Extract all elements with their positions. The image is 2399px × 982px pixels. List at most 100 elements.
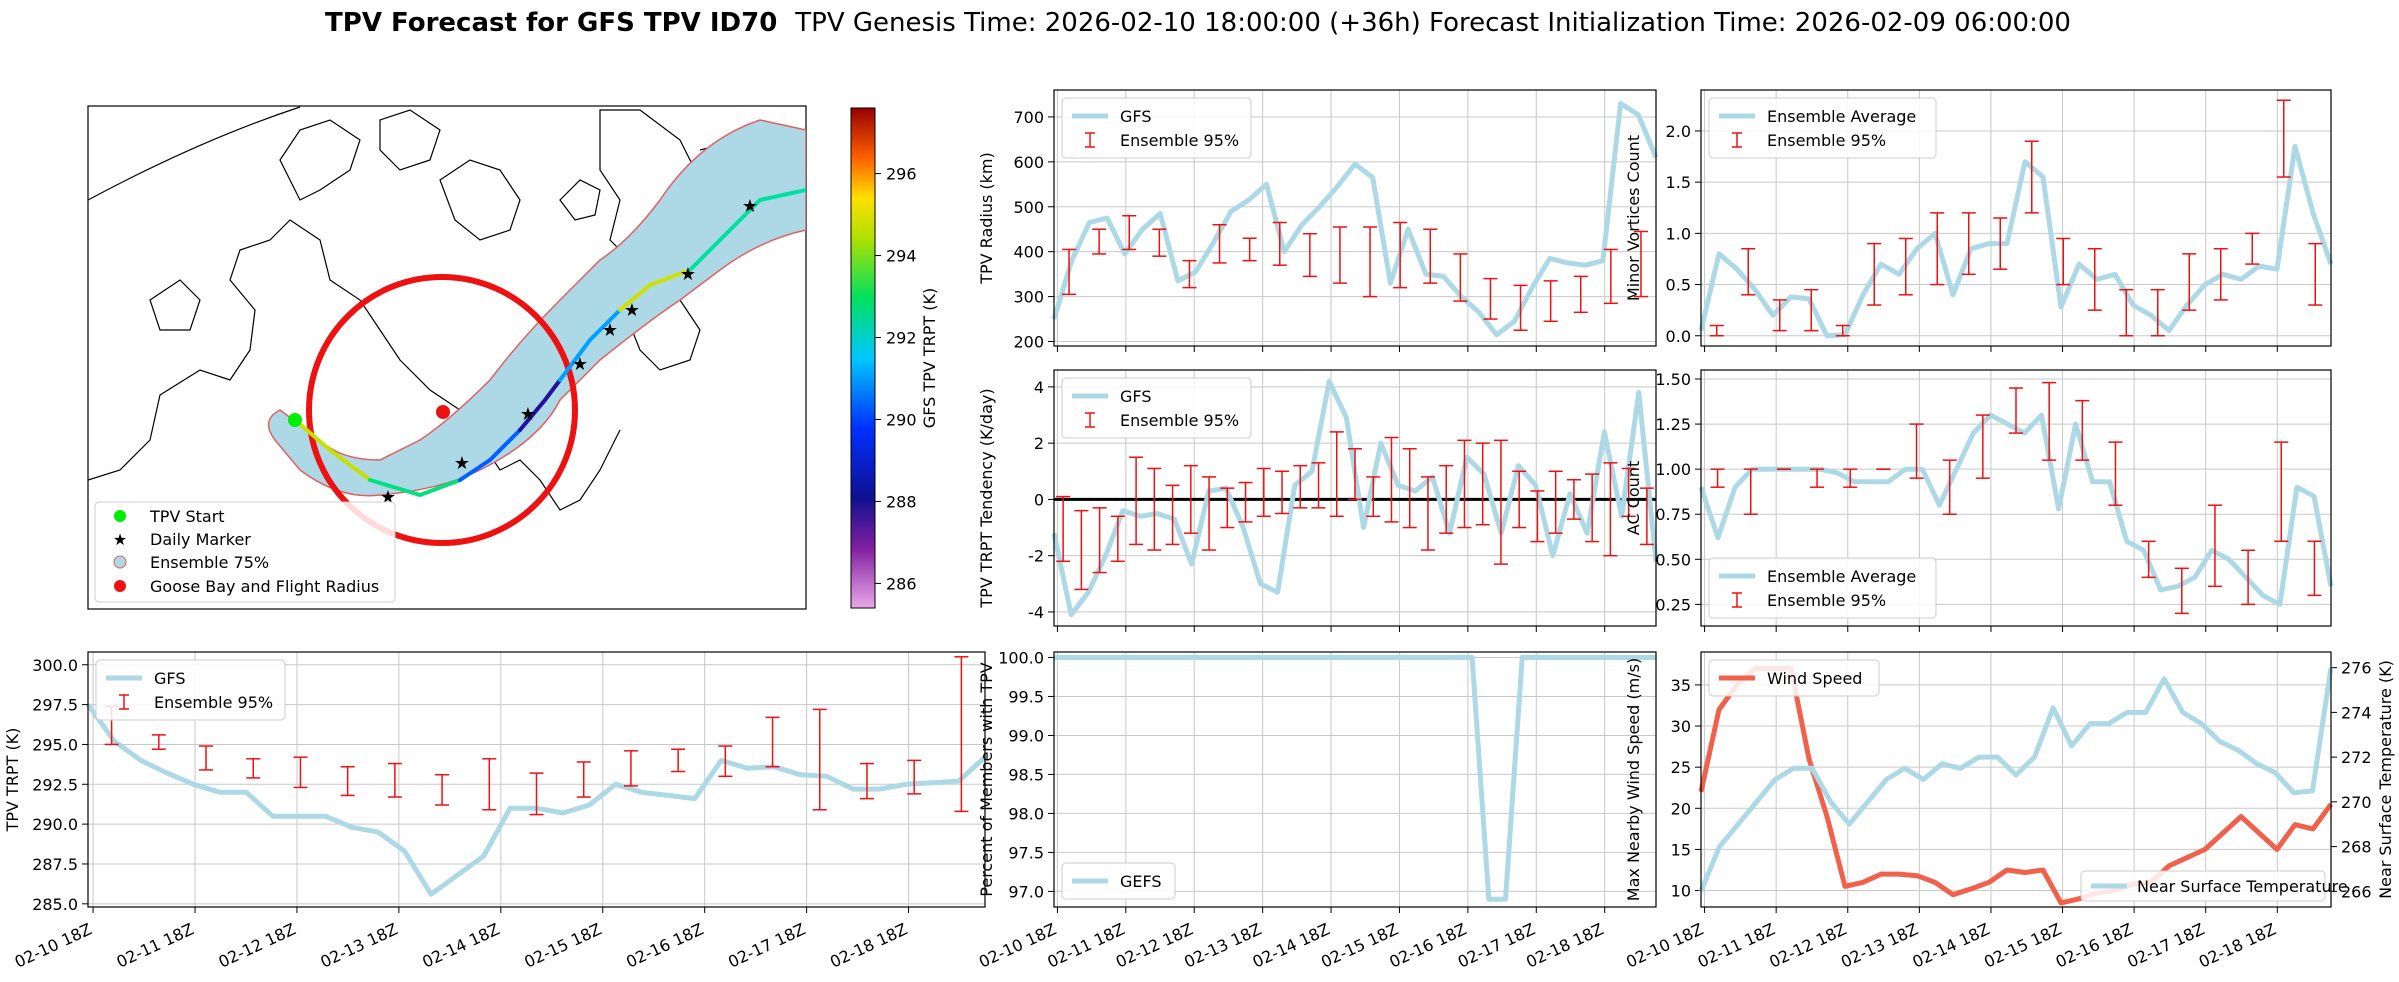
- error-bar: [199, 745, 214, 771]
- y-tick-label: 290.0: [32, 815, 78, 834]
- legend-label: Ensemble 95%: [154, 693, 273, 712]
- map-legend: TPV Start ★ Daily Marker Ensemble 75% Go…: [94, 501, 396, 603]
- error-bar: [1152, 228, 1167, 257]
- legend-box: [2080, 870, 2326, 902]
- error-bar: [1543, 280, 1558, 323]
- error-bar: [2024, 140, 2039, 214]
- error-bar: [1329, 431, 1344, 518]
- colorbar-tick-label: 296: [886, 165, 917, 184]
- y-tick-label: 99.0: [1008, 726, 1044, 745]
- x-tick-label: 02-11 18Z: [1044, 919, 1127, 971]
- error-bar: [1493, 439, 1508, 565]
- y-axis-label: Minor Vortices Count: [1624, 135, 1643, 301]
- error-bar: [2119, 288, 2134, 337]
- error-bar: [1074, 509, 1089, 591]
- y-tick-label: 0.5: [1666, 276, 1691, 295]
- error-bar: [2174, 567, 2189, 615]
- error-bar: [1439, 464, 1454, 534]
- y-tick-label: 98.5: [1008, 765, 1044, 784]
- legend: Ensemble Average Ensemble 95%: [1708, 97, 1937, 159]
- x-tick-label: 02-14 18Z: [1909, 919, 1992, 971]
- error-bar: [623, 750, 638, 787]
- y-tick-label: 0.75: [1655, 505, 1691, 524]
- plot-frame: [1700, 89, 2332, 347]
- map-content: ★ ★ ★ ★ ★ ★ ★ ★: [88, 106, 806, 546]
- legend-label: GFS: [1120, 387, 1151, 406]
- error-bar: [1311, 462, 1326, 509]
- error-bar: [2150, 288, 2165, 337]
- y-tick-label: 99.5: [1008, 687, 1044, 706]
- error-bar: [1122, 215, 1137, 251]
- y-axis-label: Percent of Members with TPV: [977, 662, 996, 896]
- legend-label: Ensemble Average: [1767, 107, 1916, 126]
- error-bar: [1548, 470, 1563, 534]
- y-tick-label: 297.5: [32, 696, 78, 715]
- error-bar: [812, 708, 827, 811]
- legend-box: [1061, 862, 1176, 900]
- error-bar: [576, 761, 591, 798]
- y-axis-label: TPV TRPT (K): [3, 728, 22, 833]
- svg-text:★: ★: [602, 320, 618, 341]
- colorbar-tick-label: 288: [886, 492, 917, 511]
- error-bar: [1256, 467, 1271, 518]
- error-bar: [1366, 476, 1381, 518]
- error-bar: [1475, 442, 1490, 526]
- y-tick-label: 400: [1013, 243, 1044, 262]
- error-bar: [1772, 299, 1787, 332]
- x-tick-label: 02-16 18Z: [2053, 919, 2136, 971]
- legend-label: GEFS: [1120, 872, 1162, 891]
- legend: GEFS: [1061, 862, 1176, 900]
- error-bar: [2042, 381, 2057, 461]
- legend-label: Ensemble 95%: [1767, 131, 1886, 150]
- legend: GFS Ensemble 95%: [1061, 377, 1252, 439]
- error-bar: [246, 758, 261, 779]
- error-bar: [340, 766, 355, 797]
- error-bar: [1483, 277, 1498, 320]
- error-bar: [2009, 387, 2023, 434]
- x-tick-label: 02-18 18Z: [2196, 919, 2279, 971]
- error-bar: [1835, 324, 1850, 337]
- x-tick-label: 02-16 18Z: [623, 919, 706, 971]
- error-bar: [2207, 504, 2222, 588]
- svg-text:★: ★: [454, 453, 470, 474]
- y-right-tick-label: 276: [2341, 659, 2372, 678]
- x-tick-label: 02-16 18Z: [1386, 919, 1469, 971]
- legend-box: [1061, 97, 1252, 159]
- y-tick-label: 295.0: [32, 735, 78, 754]
- y-tick-label: 285.0: [32, 895, 78, 914]
- error-bar: [1062, 248, 1077, 296]
- error-bar: [1843, 468, 1858, 488]
- x-tick-label: 02-13 18Z: [1181, 919, 1264, 971]
- plot-frame: [1053, 651, 1657, 908]
- y-tick-label: 500: [1013, 198, 1044, 217]
- error-bar: [2308, 242, 2323, 306]
- error-bar: [1220, 487, 1235, 529]
- y-tick-label: 97.5: [1008, 843, 1044, 862]
- error-bar: [2108, 441, 2123, 506]
- error-bar: [1961, 212, 1976, 276]
- y-tick-label: 98.0: [1008, 804, 1044, 823]
- y-tick-label: 2: [1034, 434, 1044, 453]
- error-bar: [1512, 470, 1527, 529]
- y-tick-label: 1.0: [1666, 224, 1691, 243]
- x-tick-label: 02-18 18Z: [827, 919, 910, 971]
- error-bar: [1238, 481, 1253, 523]
- error-bar: [1898, 237, 1913, 296]
- y-tick-label: 0: [1034, 490, 1044, 509]
- y-tick-label: -2: [1028, 547, 1044, 566]
- svg-text:★: ★: [572, 354, 588, 375]
- error-bar: [1453, 253, 1468, 302]
- y-tick-label: 10: [1671, 882, 1691, 901]
- error-bar: [954, 656, 969, 813]
- error-bar: [1182, 259, 1197, 289]
- y-tick-label: 30: [1671, 717, 1691, 736]
- error-bar: [1420, 476, 1435, 551]
- error-bar: [1348, 448, 1362, 501]
- svg-text:★: ★: [113, 530, 127, 549]
- y-right-tick-label: 272: [2341, 748, 2372, 767]
- x-tick-label: 02-17 18Z: [2124, 919, 2207, 971]
- error-bar: [1272, 221, 1287, 266]
